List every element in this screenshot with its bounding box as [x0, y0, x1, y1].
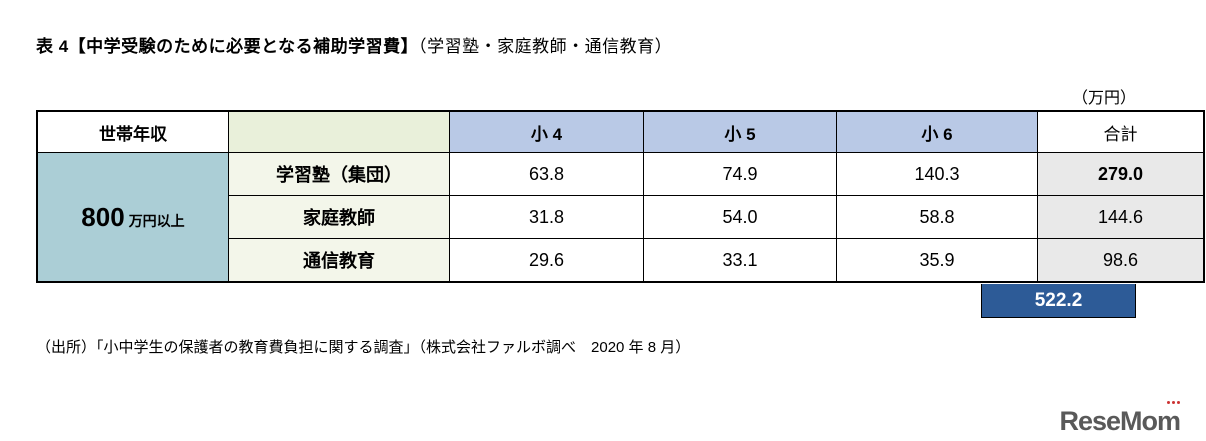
table-row: 通信教育 29.6 33.1 35.9 98.6 [37, 238, 1205, 283]
logo-dots-icon [1167, 401, 1180, 404]
cost-table: 世帯年収 小 4 小 5 小 6 合計 800 万円以上 学習塾（集団） 63.8… [36, 110, 1205, 283]
income-suffix: 万円以上 [128, 212, 185, 229]
table-header-row: 世帯年収 小 4 小 5 小 6 合計 [36, 110, 1205, 153]
grand-total-cell: 522.2 [981, 284, 1136, 318]
source-note: （出所）「小中学生の保護者の教育費負担に関する調査」（株式会社ファルボ調べ 20… [36, 339, 691, 356]
col-header-grade5: 小 5 [643, 110, 837, 153]
row-label-tutor: 家庭教師 [228, 195, 450, 239]
cell-tutor-g4: 31.8 [449, 195, 644, 239]
col-header-total: 合計 [1037, 110, 1205, 153]
cell-juku-g4: 63.8 [449, 152, 644, 196]
cell-tutor-g6: 58.8 [836, 195, 1038, 239]
cell-corr-total: 98.6 [1037, 238, 1205, 283]
cell-juku-g5: 74.9 [643, 152, 837, 196]
table-row: 800 万円以上 学習塾（集団） 63.8 74.9 140.3 279.0 [36, 152, 1205, 283]
row-label-correspondence: 通信教育 [228, 238, 450, 283]
unit-label: （万円） [1071, 90, 1136, 107]
col-header-grade6: 小 6 [836, 110, 1038, 153]
col-header-empty [228, 110, 450, 153]
income-bracket-cell: 800 万円以上 [36, 152, 229, 283]
table-title-main: 表 4【中学受験のために必要となる補助学習費】 [36, 37, 419, 56]
cell-juku-total: 279.0 [1037, 152, 1205, 196]
cell-corr-g5: 33.1 [643, 238, 837, 283]
table-title: 表 4【中学受験のために必要となる補助学習費】（学習塾・家庭教師・通信教育） [36, 32, 672, 57]
table-title-sub: （学習塾・家庭教師・通信教育） [418, 37, 673, 56]
row-label-juku: 学習塾（集団） [228, 152, 450, 196]
income-value: 800 [81, 201, 125, 232]
col-header-grade4: 小 4 [449, 110, 644, 153]
cell-juku-g6: 140.3 [836, 152, 1038, 196]
col-header-income: 世帯年収 [36, 110, 229, 153]
cell-tutor-g5: 54.0 [643, 195, 837, 239]
table-row: 家庭教師 31.8 54.0 58.8 144.6 [37, 195, 1205, 239]
cell-corr-g4: 29.6 [449, 238, 644, 283]
logo-text: ReseMom [1059, 406, 1181, 436]
cell-tutor-total: 144.6 [1037, 195, 1205, 239]
cell-corr-g6: 35.9 [836, 238, 1038, 283]
resemom-logo: ReseMom [1059, 401, 1181, 436]
